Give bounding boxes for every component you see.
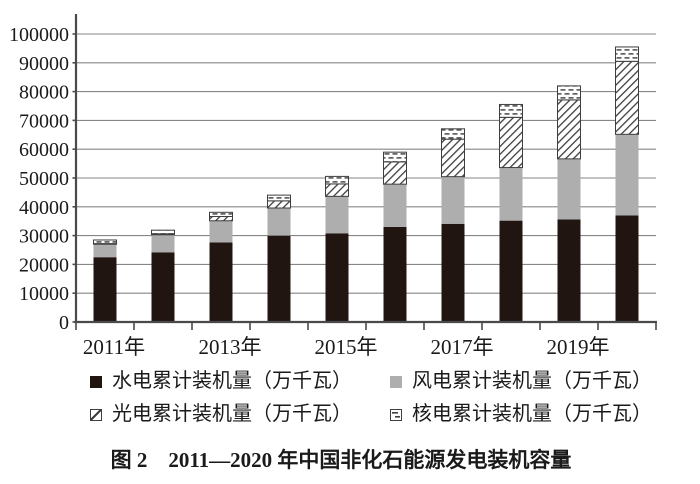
bar-segment: [383, 226, 407, 322]
bar-segment: [325, 175, 349, 185]
y-tick-label: 10000: [19, 283, 69, 305]
y-tick-label: 90000: [19, 53, 69, 75]
bar-segment: [615, 60, 639, 135]
axis-labels: 0 10000 20000 30000 40000 50000 60000 70000 8000…: [9, 24, 610, 359]
y-tick-label: 80000: [19, 82, 69, 104]
bar-segment: [383, 184, 407, 227]
bar-segment: [557, 85, 581, 101]
bar-2015年: [325, 175, 349, 322]
legend-item-hydro: 水电累计装机量（万千瓦）: [90, 368, 390, 395]
bar-segment: [93, 257, 117, 322]
bar-segment: [325, 196, 349, 234]
bar-segment: [151, 234, 175, 253]
y-tick-label: 30000: [19, 226, 69, 248]
bar-2020年: [615, 46, 639, 322]
bar-segment: [615, 46, 639, 62]
bar-segment: [325, 183, 349, 197]
y-tick-label: 100000: [9, 24, 69, 46]
figure-caption: 图 2 2011—2020 年中国非化石能源发电装机容量: [110, 448, 572, 472]
bar-segment: [151, 229, 175, 235]
hydro-swatch-icon: [90, 375, 102, 388]
solar-hatch-swatch-icon: [90, 408, 102, 421]
bar-segment: [499, 116, 523, 169]
bar-segment: [267, 194, 291, 202]
x-tick-label: 2011年: [83, 335, 145, 359]
x-tick-label: 2013年: [199, 335, 262, 359]
bar-segment: [441, 138, 465, 178]
legend-label-solar: 光电累计装机量（万千瓦）: [112, 403, 352, 425]
y-tick-label: 70000: [19, 110, 69, 132]
bar-2014年: [267, 194, 291, 322]
y-tick-label: 50000: [19, 168, 69, 190]
bar-segment: [93, 239, 117, 245]
x-tick-label: 2017年: [431, 335, 494, 359]
bar-2017年: [441, 128, 465, 322]
bar-segment: [267, 200, 291, 209]
bar-segment: [499, 220, 523, 322]
bar-segment: [441, 128, 465, 140]
bar-segment: [383, 151, 407, 163]
bar-2012年: [151, 229, 175, 322]
bar-2019年: [557, 85, 581, 322]
y-tick-label: 0: [59, 312, 69, 334]
bar-segment: [209, 220, 233, 243]
y-tick-label: 60000: [19, 139, 69, 161]
bar-2018年: [499, 103, 523, 322]
bars: [93, 46, 639, 322]
bar-segment: [557, 219, 581, 322]
bar-segment: [209, 242, 233, 322]
legend-label-hydro: 水电累计装机量（万千瓦）: [112, 370, 352, 392]
legend-item-solar: 光电累计装机量（万千瓦）: [90, 401, 390, 428]
x-tick-label: 2019年: [547, 335, 610, 359]
bar-segment: [209, 216, 233, 222]
bar-segment: [267, 235, 291, 322]
wind-swatch-icon: [390, 375, 402, 388]
axes: [72, 14, 657, 330]
bar-segment: [93, 244, 117, 258]
bar-2013年: [209, 211, 233, 322]
bar-segment: [557, 158, 581, 220]
bar-2011年: [93, 239, 117, 322]
bar-segment: [383, 161, 407, 185]
stacked-bar-chart: 0 10000 20000 30000 40000 50000 60000 70000 8000…: [9, 14, 657, 359]
bar-segment: [499, 167, 523, 221]
bar-segment: [615, 215, 639, 322]
legend-item-nuclear: 核电累计装机量（万千瓦）: [390, 401, 700, 428]
legend-label-wind: 风电累计装机量（万千瓦）: [412, 370, 652, 392]
chart-legend: 水电累计装机量（万千瓦） 风电累计装机量（万千瓦） 光电累计装机量（万千瓦） 核…: [90, 368, 700, 428]
bar-segment: [499, 103, 523, 118]
bar-2016年: [383, 151, 407, 322]
legend-item-wind: 风电累计装机量（万千瓦）: [390, 368, 700, 395]
bar-segment: [267, 208, 291, 236]
bar-segment: [209, 211, 233, 218]
bar-segment: [325, 233, 349, 322]
y-tick-label: 20000: [19, 254, 69, 276]
bar-segment: [441, 176, 465, 224]
y-tick-label: 40000: [19, 197, 69, 219]
bar-segment: [151, 252, 175, 322]
bar-segment: [441, 223, 465, 322]
nuclear-dash-swatch-icon: [390, 408, 402, 421]
bar-segment: [615, 134, 639, 216]
bar-segment: [557, 99, 581, 160]
legend-label-nuclear: 核电累计装机量（万千瓦）: [412, 403, 652, 425]
x-tick-label: 2015年: [315, 335, 378, 359]
